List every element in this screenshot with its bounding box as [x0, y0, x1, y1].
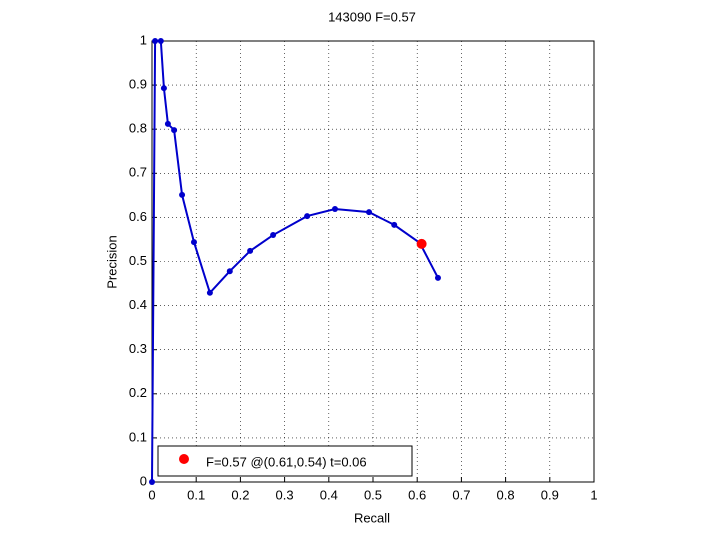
legend-box: [157, 445, 413, 477]
y-tick-label: 0.2: [129, 385, 147, 400]
legend-label: F=0.57 @(0.61,0.54) t=0.06: [206, 454, 367, 469]
x-tick-label: 0.8: [497, 487, 515, 502]
point: [206, 289, 213, 296]
x-tick-label: 0.4: [320, 487, 338, 502]
y-tick-label: 0.8: [129, 121, 147, 136]
x-tick-label: 0.2: [231, 487, 249, 502]
y-tick-label: 0: [140, 473, 147, 488]
point: [149, 479, 155, 485]
point: [226, 268, 233, 275]
x-tick-label: 0.5: [364, 487, 382, 502]
point: [391, 221, 398, 228]
legend-marker: [179, 454, 189, 464]
point: [366, 209, 373, 216]
pr-curve: [151, 40, 439, 483]
point: [190, 239, 197, 246]
point: [164, 120, 171, 127]
x-axis-label: Recall: [354, 510, 390, 525]
x-tick-label: 0.3: [276, 487, 294, 502]
y-tick-label: 0.3: [129, 341, 147, 356]
x-tick-label: 1: [590, 487, 597, 502]
plot-frame: [151, 40, 595, 483]
point: [331, 206, 338, 213]
x-tick-label: 0.7: [452, 487, 470, 502]
y-tick-label: 0.5: [129, 253, 147, 268]
x-tick-label: 0.6: [408, 487, 426, 502]
y-tick-label: 0.9: [129, 77, 147, 92]
point: [179, 191, 186, 198]
y-tick-label: 0.4: [129, 297, 147, 312]
point: [270, 232, 277, 239]
y-tick-label: 0.1: [129, 429, 147, 444]
chart-title: 143090 F=0.57: [328, 9, 416, 24]
y-tick-label: 1: [140, 32, 147, 47]
x-tick-label: 0: [148, 487, 155, 502]
point: [160, 85, 167, 92]
x-tick-label: 0.1: [187, 487, 205, 502]
point: [171, 127, 178, 134]
point: [152, 38, 159, 44]
y-tick-label: 0.7: [129, 165, 147, 180]
point: [157, 38, 164, 44]
point: [304, 213, 311, 220]
x-tick-label: 0.9: [541, 487, 559, 502]
y-axis-label: Precision: [104, 235, 119, 288]
point: [247, 247, 254, 254]
y-tick-label: 0.6: [129, 209, 147, 224]
best-point: [416, 238, 427, 249]
point: [434, 274, 441, 281]
